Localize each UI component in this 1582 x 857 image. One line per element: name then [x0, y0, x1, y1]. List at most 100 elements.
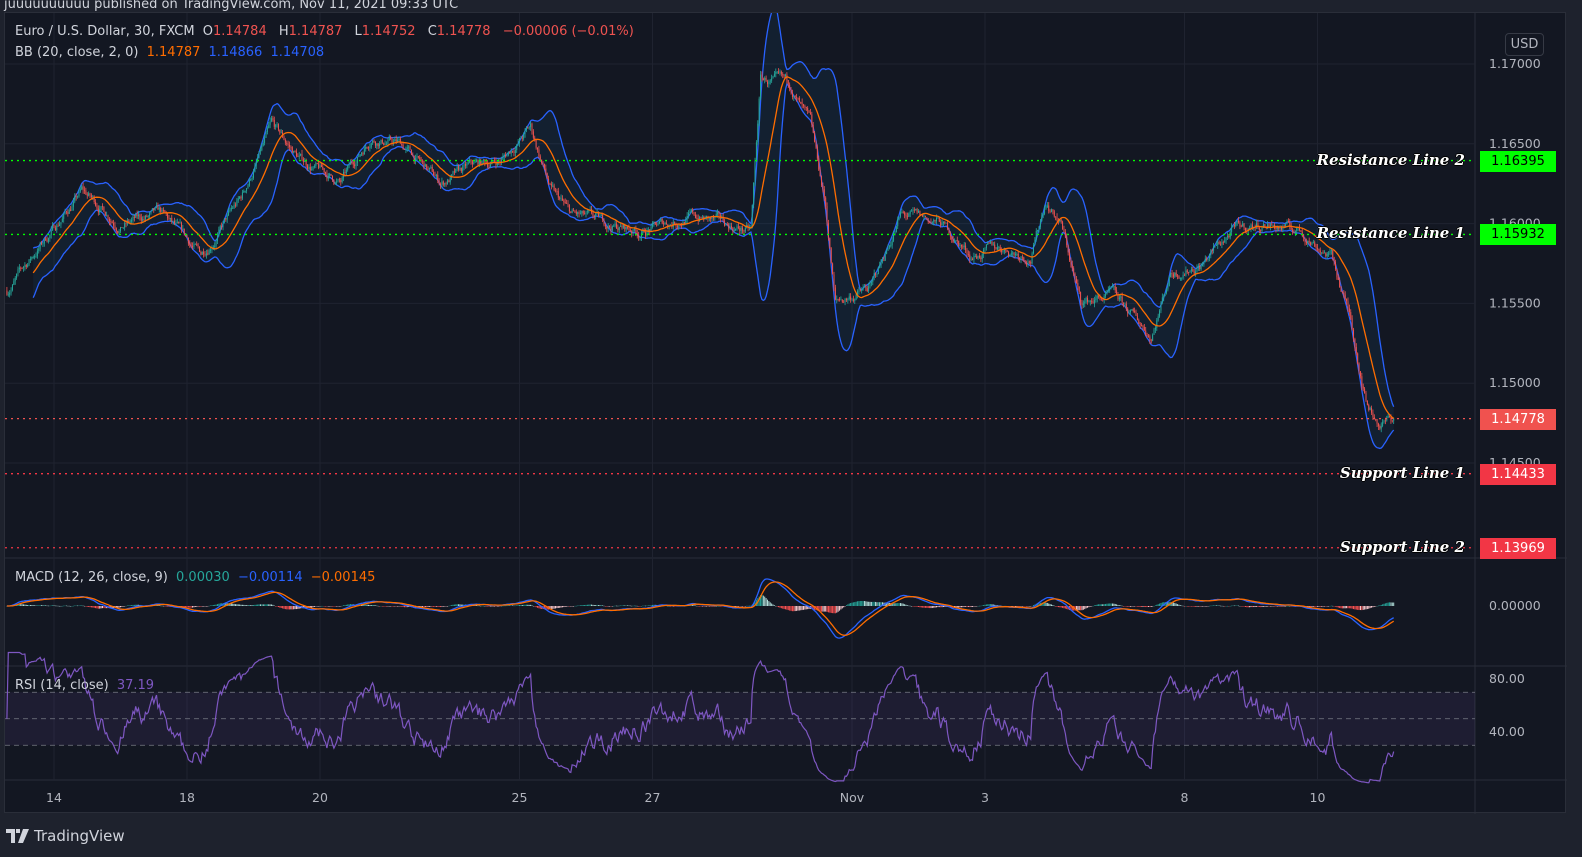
- candle: [24, 262, 26, 271]
- macd-hist-bar: [280, 606, 282, 608]
- candle-body: [460, 167, 462, 172]
- currency-button[interactable]: USD: [1505, 33, 1544, 56]
- macd-hist-bar: [640, 605, 642, 607]
- price-tick-label: 1.16500: [1489, 136, 1541, 151]
- macd-hist-bar: [1157, 604, 1159, 606]
- candle: [1184, 273, 1185, 276]
- candle-body: [1206, 258, 1208, 260]
- candle-body: [13, 281, 15, 285]
- candle: [433, 169, 435, 176]
- tradingview-brand[interactable]: TradingView: [6, 827, 125, 845]
- macd-hist-bar: [1152, 606, 1154, 607]
- candle: [182, 224, 184, 231]
- candle-body: [1272, 224, 1274, 226]
- candle-body: [153, 208, 155, 211]
- candle-body: [789, 84, 791, 90]
- candle-body: [808, 110, 810, 113]
- price-line-label[interactable]: Support Line 2: [1339, 537, 1465, 556]
- candle-body: [162, 210, 164, 211]
- candle-body: [542, 162, 544, 164]
- macd-hist-bar: [1314, 606, 1316, 607]
- macd-hist-bar: [1038, 603, 1040, 606]
- candle-body: [837, 298, 839, 300]
- candle-body: [174, 220, 176, 224]
- macd-hist-bar: [374, 605, 376, 606]
- candle: [138, 210, 140, 220]
- candle-body: [965, 245, 967, 250]
- candle: [1195, 269, 1197, 277]
- last-price-label: 1.14778: [1480, 408, 1556, 430]
- candle: [1286, 219, 1288, 225]
- candle-body: [843, 301, 845, 303]
- candle-body: [628, 227, 630, 230]
- macd-hist-bar: [118, 606, 120, 608]
- candle: [442, 180, 444, 187]
- macd-hist-bar: [452, 604, 454, 606]
- bb-legend[interactable]: BB (20, close, 2, 0) 1.14787 1.14866 1.1…: [15, 45, 328, 60]
- candle-body: [49, 235, 51, 239]
- candle-body: [413, 155, 415, 162]
- candle: [999, 244, 1001, 253]
- chart-canvas[interactable]: 1.170001.165001.160001.155001.150001.145…: [5, 13, 1567, 814]
- macd-hist-bar: [1103, 604, 1105, 606]
- price-line-label[interactable]: Support Line 1: [1339, 463, 1465, 482]
- price-line-label[interactable]: Resistance Line 2: [1316, 150, 1465, 169]
- candle: [1017, 251, 1019, 261]
- macd-hist-bar: [187, 606, 189, 608]
- price-line-label[interactable]: Resistance Line 1: [1316, 224, 1465, 243]
- candle-body: [456, 166, 458, 169]
- candle: [1274, 222, 1276, 230]
- macd-hist-bar: [1251, 606, 1253, 608]
- candle-body: [1142, 325, 1144, 327]
- candle-body: [610, 226, 612, 231]
- macd-hist-bar: [369, 605, 371, 606]
- candle: [25, 263, 27, 270]
- macd-hist-bar: [1390, 602, 1392, 606]
- macd-legend[interactable]: MACD (12, 26, close, 9) 0.00030 −0.00114…: [15, 570, 379, 585]
- candle: [638, 231, 640, 241]
- macd-hist-bar: [1071, 606, 1073, 611]
- macd-hist-bar: [570, 606, 572, 607]
- macd-hist-bar: [340, 606, 342, 607]
- candle: [333, 179, 335, 186]
- macd-hist-bar: [1321, 606, 1323, 607]
- macd-hist-bar: [25, 604, 27, 606]
- candle: [858, 286, 860, 295]
- macd-hist-bar: [427, 606, 429, 607]
- candle: [652, 221, 653, 229]
- rsi-legend[interactable]: RSI (14, close) 37.19: [15, 678, 158, 693]
- candle-body: [578, 212, 580, 214]
- macd-hist-bar: [498, 606, 500, 607]
- candle-body: [305, 161, 307, 166]
- macd-hist-bar: [845, 605, 847, 606]
- candle: [89, 192, 91, 199]
- macd-hist-bar: [1141, 606, 1143, 607]
- candle-body: [401, 143, 403, 145]
- candle: [1161, 293, 1163, 305]
- candle: [998, 245, 1000, 250]
- candle: [1305, 238, 1307, 246]
- candle-body: [427, 168, 429, 170]
- candle-body: [1242, 223, 1244, 227]
- candle: [1250, 223, 1252, 232]
- macd-hist-bar: [854, 602, 856, 606]
- candle: [1179, 277, 1181, 281]
- macd-hist-bar: [737, 606, 739, 607]
- macd-hist-bar: [35, 605, 37, 606]
- candle: [909, 210, 911, 218]
- macd-hist-bar: [582, 605, 584, 606]
- candle: [226, 212, 228, 223]
- candle: [1175, 269, 1177, 278]
- candle: [628, 224, 630, 231]
- candle: [577, 211, 579, 218]
- candle: [678, 224, 680, 231]
- macd-hist-bar: [397, 606, 399, 607]
- candle-body: [927, 218, 929, 222]
- candle: [1389, 415, 1391, 418]
- macd-hist-bar: [59, 605, 61, 607]
- macd-hist-bar: [124, 606, 126, 607]
- candle-body: [535, 140, 537, 148]
- macd-hist-bar: [272, 604, 274, 606]
- chart-frame[interactable]: 1.17000 1.16500 1.16000 1.15500 1.15000 1.145…: [4, 12, 1567, 814]
- candle-body: [20, 267, 22, 269]
